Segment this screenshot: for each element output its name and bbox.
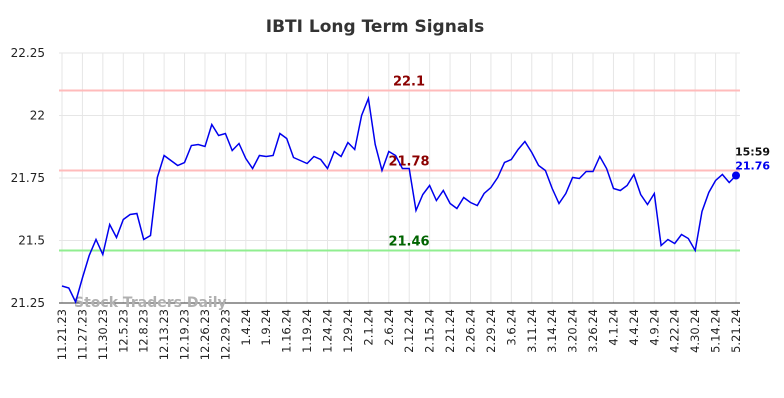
watermark: Stock Traders Daily xyxy=(74,295,227,311)
x-tick-label: 11.30.23 xyxy=(96,309,110,360)
x-tick-label: 12.8.23 xyxy=(137,309,151,353)
x-tick-label: 3.6.24 xyxy=(504,309,518,346)
x-tick-label: 1.16.24 xyxy=(280,309,294,353)
x-tick-label: 3.14.24 xyxy=(545,309,559,353)
last-time: 15:59 xyxy=(735,146,770,159)
x-tick-label: 1.4.24 xyxy=(239,309,253,346)
x-tick-label: 2.12.24 xyxy=(402,309,416,353)
x-tick-label: 3.20.24 xyxy=(566,309,580,353)
x-tick-label: 1.9.24 xyxy=(259,309,273,346)
x-tick-label: 2.6.24 xyxy=(382,309,396,346)
x-tick-label: 2.15.24 xyxy=(423,309,437,353)
x-tick-label: 4.30.24 xyxy=(688,309,702,353)
reference-label: 22.1 xyxy=(393,75,425,90)
y-tick-label: 22.25 xyxy=(11,46,45,60)
x-tick-label: 2.21.24 xyxy=(443,309,457,353)
y-tick-label: 21.25 xyxy=(11,296,45,310)
x-tick-label: 12.29.23 xyxy=(218,309,232,360)
last-point xyxy=(732,171,740,180)
x-tick-label: 11.21.23 xyxy=(55,309,69,360)
x-tick-label: 1.29.24 xyxy=(341,309,355,353)
x-tick-label: 2.1.24 xyxy=(361,309,375,346)
x-tick-label: 11.27.23 xyxy=(75,309,89,360)
x-tick-label: 1.24.24 xyxy=(321,309,335,353)
x-tick-label: 4.22.24 xyxy=(668,309,682,353)
x-tick-label: 2.29.24 xyxy=(484,309,498,353)
x-tick-label: 3.26.24 xyxy=(586,309,600,353)
x-tick-label: 12.5.23 xyxy=(116,309,130,353)
x-tick-label: 4.1.24 xyxy=(606,309,620,346)
price-line xyxy=(61,95,737,305)
x-tick-label: 12.13.23 xyxy=(157,309,171,360)
x-tick-label: 4.4.24 xyxy=(627,309,641,346)
x-tick-label: 5.21.24 xyxy=(729,309,743,353)
y-tick-label: 22 xyxy=(30,109,45,123)
x-tick-label: 12.26.23 xyxy=(198,309,212,360)
y-tick-label: 21.75 xyxy=(11,171,45,185)
chart-title: IBTI Long Term Signals xyxy=(266,17,484,37)
x-tick-label: 5.14.24 xyxy=(709,309,723,353)
reference-label: 21.46 xyxy=(388,235,429,250)
x-tick-label: 12.19.23 xyxy=(178,309,192,360)
x-tick-label: 3.11.24 xyxy=(525,309,539,353)
x-tick-label: 2.26.24 xyxy=(463,309,477,353)
reference-label: 21.78 xyxy=(388,155,429,170)
y-tick-label: 21.5 xyxy=(18,234,45,248)
last-value: 21.76 xyxy=(735,160,770,173)
x-tick-label: 1.19.24 xyxy=(300,309,314,353)
x-tick-label: 4.9.24 xyxy=(647,309,661,346)
